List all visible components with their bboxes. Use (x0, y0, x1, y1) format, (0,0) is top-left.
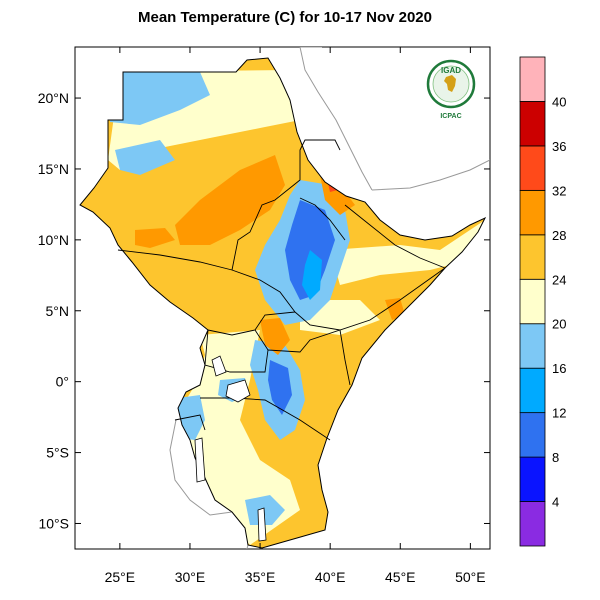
colorbar-bin (519, 367, 546, 414)
colorbar-label: 36 (552, 139, 566, 154)
colorbar-bin (519, 412, 546, 458)
lake-malawi (257, 507, 267, 542)
lon-tick-label: 30°E (175, 569, 206, 585)
colorbar-bin (519, 145, 546, 191)
lake-victoria (225, 379, 251, 403)
neighbour-border-west (169, 419, 233, 516)
logo-igad-text: IGAD (441, 66, 461, 75)
colorbar-bin (519, 323, 546, 369)
colorbar-label: 8 (552, 450, 559, 465)
latitude-axis: 20°N 15°N 10°N 5°N 0° 5°S 10°S (38, 90, 490, 531)
logo-africa-shape (444, 75, 456, 92)
colorbar-bin (519, 189, 546, 236)
map-title: Mean Temperature (C) for 10-17 Nov 2020 (138, 9, 432, 26)
colorbar-label: 12 (552, 406, 566, 421)
colorbar-label: 32 (552, 183, 566, 198)
lat-tick-label: 15°N (38, 161, 69, 177)
lat-tick-label: 0° (56, 374, 69, 390)
colorbar-bin (519, 456, 546, 502)
igad-icpac-logo: IGAD ICPAC (426, 59, 476, 120)
colorbar-label: 16 (552, 361, 566, 376)
colorbar-label: 40 (552, 94, 566, 109)
lon-tick-label: 40°E (315, 569, 346, 585)
region-coastline (79, 57, 487, 549)
logo-icpac-text: ICPAC (440, 113, 461, 120)
colorbar-label: 28 (552, 228, 566, 243)
neighbour-border-redsea (299, 47, 373, 191)
colorbar-bin (519, 278, 546, 325)
lon-tick-label: 25°E (105, 569, 136, 585)
lat-tick-label: 20°N (38, 90, 69, 106)
lon-tick-label: 50°E (455, 569, 486, 585)
lon-tick-label: 45°E (385, 569, 416, 585)
lake-tanganyika (194, 437, 206, 483)
colorbar-label: 4 (552, 495, 559, 510)
lat-tick-label: 10°N (38, 232, 69, 248)
lat-tick-label: 5°S (46, 445, 69, 461)
colorbar-bin (519, 101, 546, 147)
colorbar-bin (519, 501, 546, 547)
country-borders (117, 139, 446, 441)
colorbar-label: 20 (552, 317, 566, 332)
colorbar (519, 56, 546, 547)
colorbar-bin (519, 234, 546, 280)
colorbar-label: 24 (552, 272, 566, 287)
lat-tick-label: 10°S (38, 515, 69, 531)
colorbar-bin (519, 56, 546, 102)
lon-tick-label: 35°E (245, 569, 276, 585)
neighbour-border-arabia (371, 159, 490, 191)
lake-albert (211, 355, 227, 377)
lat-tick-label: 5°N (46, 303, 70, 319)
colorbar-labels: 4 8 12 16 20 24 28 32 36 40 (552, 94, 566, 509)
longitude-axis: 25°E 30°E 35°E 40°E 45°E 50°E (105, 47, 486, 585)
